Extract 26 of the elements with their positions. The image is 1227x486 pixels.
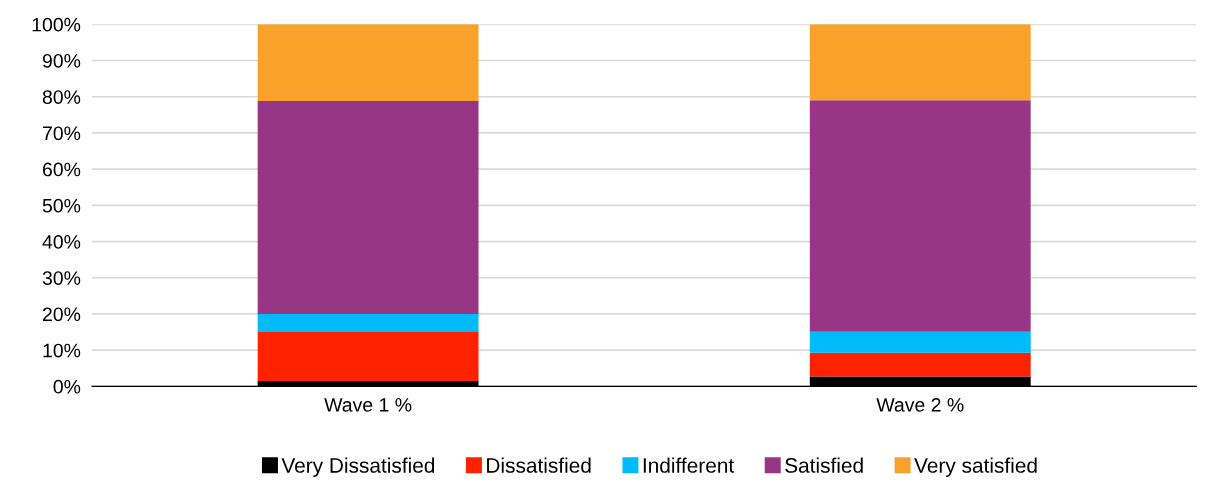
bar (257, 24, 479, 102)
y-tick-label: 40% (42, 235, 81, 249)
y-tick-label: 30% (42, 271, 81, 285)
legend-label: Indifferent (643, 457, 735, 473)
y-tick-label: 0% (53, 379, 81, 394)
legend-label: Satisfied (785, 457, 863, 473)
y-tick-label: 90% (42, 53, 81, 68)
bar (809, 331, 1031, 353)
bar (809, 352, 1031, 377)
x-tick-label: Wave 1 % (324, 398, 412, 412)
y-tick-label: 50% (42, 198, 81, 213)
bar (809, 24, 1031, 101)
legend-label: Very Dissatisfied (281, 457, 435, 477)
bar (257, 332, 479, 381)
y-tick-label: 20% (42, 307, 81, 322)
y-tick-label: 100% (32, 17, 81, 32)
x-tick-label: Wave 2 % (876, 397, 964, 412)
legend-label: Dissatisfied (487, 457, 591, 473)
bar (257, 101, 479, 314)
y-tick-label: 60% (42, 162, 81, 177)
y-tick-label: 10% (43, 343, 81, 358)
y-tick-label: 70% (42, 126, 81, 141)
legend-label: Very satisfied (914, 457, 1037, 477)
bar (257, 313, 479, 333)
y-tick-label: 80% (42, 90, 81, 104)
bar (809, 100, 1031, 332)
